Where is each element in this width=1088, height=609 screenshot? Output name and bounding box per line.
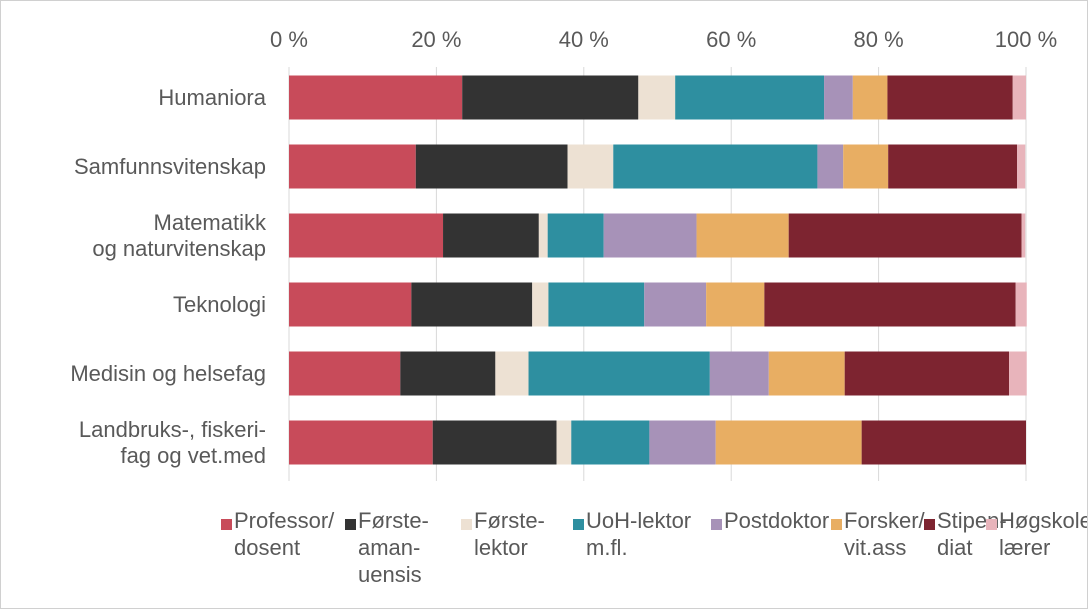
bar-segment <box>644 282 707 327</box>
legend-swatch <box>573 519 584 530</box>
bar-segment <box>411 282 533 327</box>
legend-swatch <box>711 519 722 530</box>
bar-segment <box>843 144 889 189</box>
legend-label: Høgskole- lærer <box>999 508 1087 560</box>
bar-segment <box>1009 351 1027 396</box>
bar-segment <box>289 282 412 327</box>
bar-segment <box>613 144 818 189</box>
x-tick-label: 80 % <box>853 27 904 52</box>
bar-segment <box>706 282 765 327</box>
category-label: Teknologi <box>173 291 266 317</box>
x-tick-label: 40 % <box>558 27 609 52</box>
legend-label: UoH-lektor m.fl. <box>586 508 692 560</box>
x-tick-label: 20 % <box>411 27 462 52</box>
category-label: Humaniora <box>158 84 266 110</box>
bar-segment <box>547 213 604 258</box>
bar-segment <box>289 144 416 189</box>
bar-segment <box>675 75 825 120</box>
bar-segment <box>638 75 676 120</box>
legend-label: Stipen- diat <box>937 508 1007 560</box>
bar-segment <box>788 213 1022 258</box>
legend-swatch <box>831 519 842 530</box>
bar-segment <box>768 351 845 396</box>
bar-segment <box>400 351 496 396</box>
bar-segment <box>844 351 1010 396</box>
bar-segment <box>289 420 433 465</box>
legend-swatch <box>461 519 472 530</box>
bar-segment <box>649 420 716 465</box>
bar-segment <box>567 144 614 189</box>
bar-segment <box>1012 75 1026 120</box>
bar-segment <box>415 144 568 189</box>
category-label: Landbruks-, fiskeri- fag og vet.med <box>78 416 266 468</box>
bar-segment <box>764 282 1016 327</box>
bar-segment <box>532 282 549 327</box>
bar-segment <box>528 351 710 396</box>
legend-swatch <box>986 519 997 530</box>
bar-segment <box>817 144 844 189</box>
legend-swatch <box>345 519 356 530</box>
x-tick-label: 0 % <box>270 27 308 52</box>
bar-segment <box>887 75 1013 120</box>
bar-segment <box>709 351 769 396</box>
bar-segment <box>443 213 539 258</box>
legend-label: Forsker/ vit.ass <box>844 508 925 560</box>
bar-segment <box>888 144 1018 189</box>
legend-label: Første- aman- uensis <box>358 508 429 587</box>
bar-segment <box>432 420 557 465</box>
bar-segment <box>289 213 444 258</box>
bar-segment <box>715 420 862 465</box>
x-tick-label: 60 % <box>706 27 757 52</box>
bar-segment <box>1017 144 1026 189</box>
x-tick-label: 100 % <box>994 27 1058 52</box>
bar-segment <box>556 420 572 465</box>
bar-segment <box>495 351 529 396</box>
bar-segment <box>289 75 463 120</box>
bar-segment <box>696 213 789 258</box>
bar-segment <box>571 420 650 465</box>
legend-swatch <box>924 519 935 530</box>
legend-label: Første- lektor <box>474 508 545 560</box>
legend-label: Postdoktor <box>724 508 830 533</box>
bar-segment <box>548 282 645 327</box>
category-label: Medisin og helsefag <box>70 360 266 386</box>
bar-segment <box>824 75 853 120</box>
bar-segment <box>1021 213 1026 258</box>
category-label: Samfunnsvitenskap <box>74 153 266 179</box>
category-label: Matematikk og naturvitenskap <box>92 209 266 261</box>
legend-label: Professor/ dosent <box>234 508 335 560</box>
bar-segment <box>861 420 1026 465</box>
bar-segment <box>1015 282 1027 327</box>
bar-segment <box>289 351 401 396</box>
legend-swatch <box>221 519 232 530</box>
bar-segment <box>538 213 548 258</box>
bar-segment <box>603 213 697 258</box>
bar-segment <box>462 75 639 120</box>
bar-segment <box>852 75 888 120</box>
